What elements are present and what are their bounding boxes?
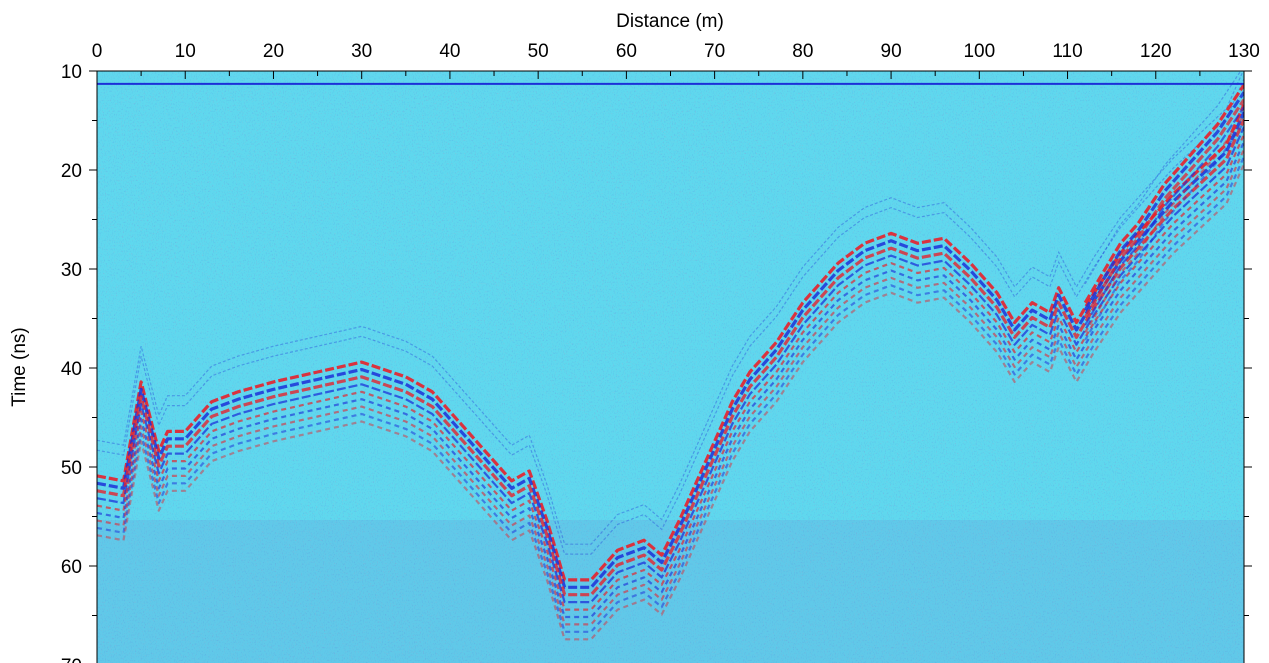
reflector-wavelet-band: [1084, 121, 1244, 341]
reflector-wavelet-band: [1084, 106, 1244, 326]
x-tick-label: 60: [616, 41, 637, 62]
x-tick-label: 20: [263, 41, 284, 62]
y-tick-label: 40: [61, 359, 82, 380]
reflector-wavelet-band: [97, 104, 1244, 582]
reflector-halo: [1084, 71, 1242, 285]
x-tick-label: 110: [1052, 41, 1082, 62]
x-tick-label: 10: [175, 41, 196, 62]
x-tick-label: 30: [351, 41, 372, 62]
reflector-layer: [97, 71, 1244, 641]
reflector-wavelet-band: [1083, 91, 1244, 311]
reflector-wavelet-band: [97, 156, 1244, 633]
x-tick-label: 40: [439, 41, 460, 62]
reflector-wavelet-band: [1083, 84, 1244, 304]
reflector-upper: [1083, 71, 1244, 341]
x-tick-label: 130: [1228, 41, 1260, 62]
reflector-halo: [97, 71, 1244, 545]
x-tick-label: 70: [704, 41, 725, 62]
y-tick-label: 50: [61, 458, 82, 479]
y-tick-label: 20: [61, 161, 82, 182]
y-tick-label: 70: [61, 656, 82, 663]
y-axis-title: Time (ns): [9, 327, 30, 407]
x-tick-label: 120: [1140, 41, 1172, 62]
x-tick-label: 90: [881, 41, 902, 62]
y-tick-label: 60: [61, 557, 82, 578]
reflector-wavelet-band: [1083, 98, 1244, 319]
x-tick-label: 80: [792, 41, 813, 62]
reflector-wavelet-band: [1084, 113, 1244, 333]
x-tick-label: 0: [92, 41, 103, 62]
reflector-wavelet-band: [97, 133, 1244, 611]
y-axis: 10 20 30 40 50 60 70: [61, 62, 1252, 663]
y-tick-label: 30: [61, 260, 82, 281]
x-tick-label: 100: [963, 41, 995, 62]
reflector-main: [97, 71, 1244, 641]
reflector-wavelet-band: [97, 163, 1244, 641]
reflector-wavelet-band: [97, 118, 1244, 597]
x-axis-title: Distance (m): [616, 11, 724, 32]
x-tick-label: 50: [528, 41, 549, 62]
y-tick-label: 10: [61, 62, 82, 83]
noise-texture: [97, 71, 1244, 663]
reflector-wavelet-band: [97, 111, 1244, 589]
deep-attenuation-shade: [97, 520, 1244, 663]
reflector-halo: [97, 78, 1244, 555]
reflector-wavelet-band: [97, 126, 1244, 604]
x-axis: 0 10 20 30 40 50 60 70 80 90 100 110 120 130: [92, 41, 1260, 79]
reflector-wavelet-band: [97, 148, 1244, 626]
reflector-wavelet-band: [97, 141, 1244, 619]
